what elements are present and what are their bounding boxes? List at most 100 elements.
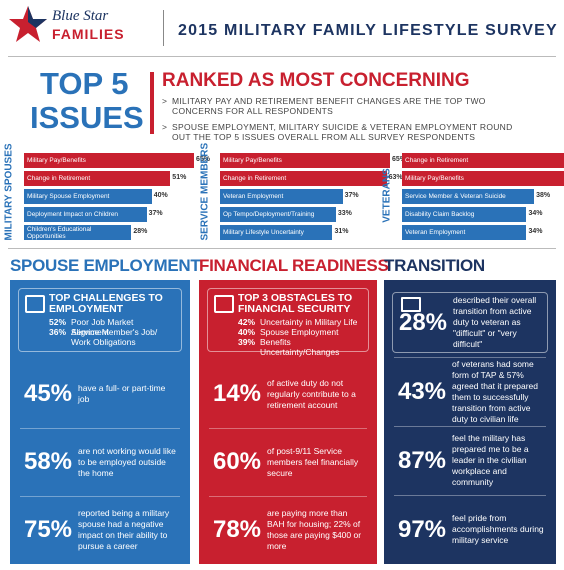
- value-label: 40%: [153, 192, 168, 199]
- separator: [163, 10, 164, 46]
- value-label: 65%: [196, 156, 211, 163]
- box-item-value: 52%: [49, 317, 67, 327]
- stat-text: of veterans had some form of TAP & 57% a…: [452, 358, 539, 424]
- bullet-list: > MILITARY PAY AND RETIREMENT BENEFIT CHA…: [162, 96, 522, 148]
- rule: [8, 56, 556, 57]
- box-item-value: 39%: [238, 337, 256, 347]
- box-item-label: Benefits Uncertainty/Changes: [260, 337, 340, 357]
- box-item-label: Uncertainty in Military Life: [260, 317, 358, 327]
- section-panel: 28% described their overall transition fr…: [384, 280, 556, 564]
- box-item-label: Poor Job Market Alignment: [71, 317, 134, 337]
- box-item: 52% Poor Job Market Alignment: [49, 317, 173, 337]
- bar: [220, 225, 333, 240]
- bullet-text: SPOUSE EMPLOYMENT, MILITARY SUICIDE & VE…: [172, 122, 513, 142]
- value-label: 63%: [388, 174, 403, 181]
- bullet: > MILITARY PAY AND RETIREMENT BENEFIT CHA…: [162, 96, 522, 116]
- logo-text: FAMILIES: [52, 26, 125, 42]
- bar: [24, 189, 152, 204]
- stat: 97% feel pride from accomplishments durin…: [392, 499, 548, 560]
- stat-value: 43%: [397, 377, 447, 405]
- box-item: 36% Service Member's Job/ Work Obligation…: [49, 327, 173, 347]
- value-label: 31%: [334, 228, 349, 235]
- bar: [402, 225, 527, 240]
- bar-label: Veteran Employment: [405, 229, 466, 236]
- stat: 14% of active duty do not regularly contr…: [207, 364, 369, 424]
- box-title: TOP CHALLENGES TO EMPLOYMENT: [49, 292, 163, 315]
- value-label: 51%: [172, 174, 187, 181]
- stat: 60% of post-9/11 Service members feel fin…: [207, 432, 369, 492]
- stat: 45% have a full- or part-time job: [18, 364, 182, 424]
- box-item-label: Spouse Employment: [260, 327, 339, 337]
- top-issues-title: TOP 5: [40, 66, 129, 101]
- section-title: FINANCIAL READINESS: [199, 256, 389, 275]
- divider: [20, 496, 180, 497]
- divider: [394, 495, 546, 496]
- bullet-text: MILITARY PAY AND RETIREMENT BENEFIT CHAN…: [172, 96, 486, 116]
- divider: [209, 428, 367, 429]
- chart-title: MILITARY SPOUSES: [3, 143, 15, 241]
- icon: [401, 297, 421, 312]
- stat-value: 60%: [212, 448, 262, 475]
- bar-label: Change in Retirement: [27, 175, 91, 182]
- box-item-label: Service Member's Job/ Work Obligations: [71, 327, 158, 347]
- bar-label: Military Spouse Employment: [27, 193, 110, 200]
- stat-text: of post-9/11 Service members feel financ…: [267, 445, 359, 478]
- bar: [402, 171, 564, 186]
- stat-text: of active duty do not regularly contribu…: [267, 377, 356, 410]
- stat: 28% described their overall transition fr…: [392, 292, 548, 353]
- bar: [402, 153, 564, 168]
- stat-value: 87%: [397, 446, 447, 474]
- value-label: 65%: [392, 156, 407, 163]
- icon: [25, 295, 45, 313]
- value-label: 28%: [133, 228, 148, 235]
- bar: [220, 189, 343, 204]
- stat-text: reported being a military spouse had a n…: [78, 508, 170, 551]
- bar: [24, 207, 147, 222]
- divider: [209, 496, 367, 497]
- accent-bar: [150, 72, 154, 134]
- rule: [8, 248, 556, 249]
- bar-label: Military Pay/Benefits: [27, 157, 86, 164]
- stat-value: 14%: [212, 380, 262, 407]
- bullet-marker: >: [162, 96, 168, 106]
- divider: [394, 426, 546, 427]
- chart-title: VETERANS: [381, 168, 393, 223]
- stat-text: are not working would like to be employe…: [78, 445, 176, 478]
- bar-label: Military Lifestyle Uncertainty: [223, 229, 304, 236]
- stat: 58% are not working would like to be empl…: [18, 432, 182, 492]
- bar-label: Children's Educational Opportunities: [27, 225, 92, 240]
- bar: [24, 171, 171, 186]
- stat: 87% feel the military has prepared me to …: [392, 430, 548, 491]
- stat: 43% of veterans had some form of TAP & 57…: [392, 358, 548, 424]
- stat-value: 45%: [23, 380, 73, 407]
- challenge-box: TOP 3 OBSTACLES TO FINANCIAL SECURITY 42%…: [207, 288, 369, 357]
- stat-value: 78%: [212, 516, 262, 543]
- stat-text: feel the military has prepared me to be …: [452, 433, 529, 487]
- stat: 75% reported being a military spouse had …: [18, 500, 182, 560]
- box-item: 42% Uncertainty in Military Life: [238, 317, 360, 327]
- stat-text: described their overall transition from …: [453, 295, 537, 349]
- bar: [220, 207, 336, 222]
- bar: [24, 153, 194, 168]
- bar-label: Disability Claim Backlog: [405, 211, 475, 218]
- bar: [220, 171, 387, 186]
- value-label: 37%: [344, 192, 359, 199]
- logo-star: [9, 6, 47, 42]
- stat-text: have a full- or part-time job: [78, 383, 166, 404]
- logo-text: Blue Star: [52, 8, 109, 24]
- page-title: 2015 MILITARY FAMILY LIFESTYLE SURVEY: [178, 22, 558, 39]
- bar-label: Military Pay/Benefits: [223, 157, 282, 164]
- box-item-value: 36%: [49, 327, 67, 337]
- stat-text: are paying more than BAH for housing; 22…: [267, 508, 362, 551]
- stat-value: 75%: [23, 516, 73, 543]
- chart-title: SERVICE MEMBERS: [199, 142, 211, 241]
- value-label: 34%: [528, 210, 543, 217]
- value-label: 38%: [536, 192, 551, 199]
- stat: 78% are paying more than BAH for housing;…: [207, 500, 369, 560]
- challenge-box: TOP CHALLENGES TO EMPLOYMENT 52% Poor Job …: [18, 288, 182, 352]
- stat-value: 28%: [398, 308, 448, 336]
- bullet: > SPOUSE EMPLOYMENT, MILITARY SUICIDE & V…: [162, 122, 522, 142]
- section-panel: TOP 3 OBSTACLES TO FINANCIAL SECURITY 42%…: [199, 280, 377, 564]
- bar: [24, 225, 132, 240]
